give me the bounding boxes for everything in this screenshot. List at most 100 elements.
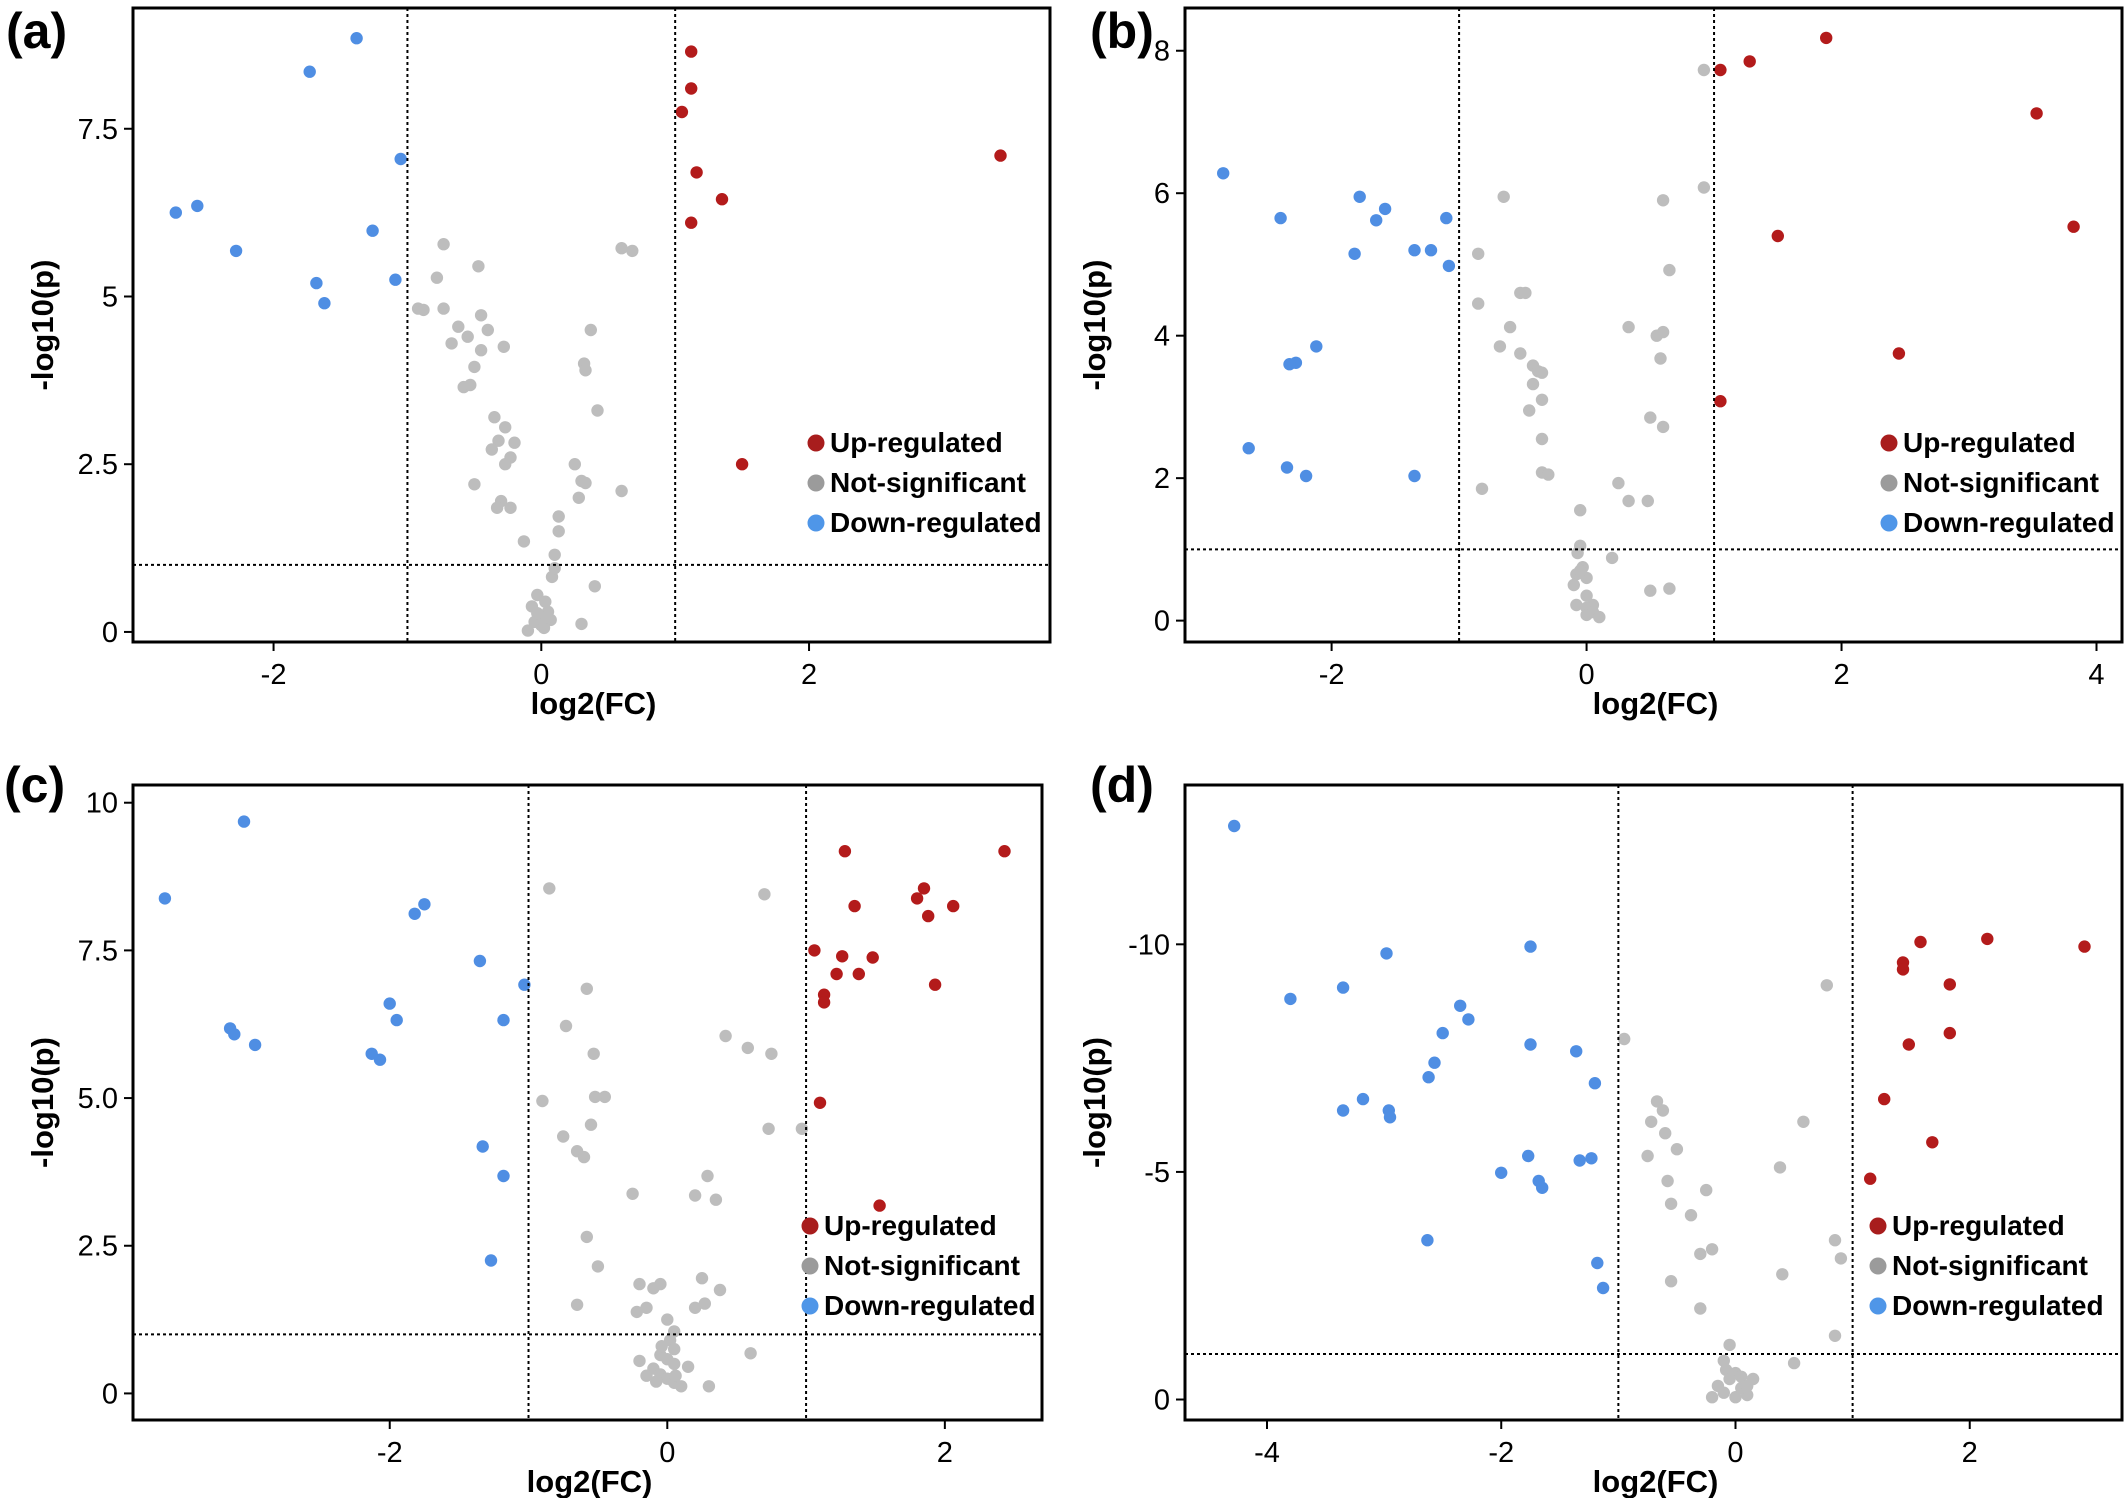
point-not-significant	[1828, 1234, 1842, 1247]
legend-swatch	[801, 1297, 819, 1315]
point-not-significant	[1567, 578, 1581, 592]
point-not-significant	[1656, 1104, 1670, 1117]
point-not-significant	[675, 1380, 688, 1393]
point-not-significant	[1472, 247, 1485, 260]
point-not-significant	[1656, 420, 1670, 434]
point-not-significant	[615, 484, 628, 498]
point-not-significant	[468, 360, 481, 374]
point-not-significant	[557, 1130, 570, 1143]
x-axis: -2 0 2	[377, 1420, 953, 1469]
point-down-regulated	[497, 1013, 510, 1027]
legend-swatch	[801, 1217, 819, 1235]
point-up-regulated	[675, 105, 689, 119]
point-not-significant	[577, 1150, 591, 1164]
point-not-significant	[1503, 320, 1517, 334]
point-up-regulated	[848, 899, 861, 913]
x-tick-label: 4	[2088, 659, 2104, 691]
point-not-significant	[521, 624, 535, 637]
point-not-significant	[626, 1187, 639, 1201]
point-down-regulated	[1536, 1181, 1549, 1195]
point-up-regulated	[2067, 220, 2080, 233]
point-not-significant	[1664, 1275, 1678, 1288]
y-tick-label: 10	[86, 788, 118, 820]
legend-label: Not-significant	[1903, 467, 2099, 498]
y-tick-label: 0	[1154, 1385, 1170, 1417]
point-up-regulated	[690, 166, 703, 179]
point-not-significant	[568, 458, 581, 471]
data-points	[169, 32, 1007, 637]
point-up-regulated	[685, 216, 698, 229]
point-up-regulated	[1714, 395, 1727, 408]
point-down-regulated	[1428, 1056, 1441, 1069]
y-axis: 0 2.5 5 7.5	[78, 114, 133, 649]
point-down-regulated	[1310, 340, 1323, 353]
point-not-significant	[719, 1029, 732, 1043]
legend-label: Up-regulated	[1892, 1210, 2065, 1241]
x-axis: -2 0 2 4	[1319, 642, 2105, 691]
point-not-significant	[661, 1313, 674, 1326]
y-axis-title: -log10(p)	[25, 260, 60, 391]
threshold-lines	[1185, 785, 2122, 1420]
point-up-regulated	[1878, 1092, 1891, 1106]
point-down-regulated	[1299, 469, 1313, 483]
point-not-significant	[1523, 404, 1536, 417]
legend-swatch	[801, 1257, 819, 1275]
point-not-significant	[633, 1277, 646, 1291]
point-down-regulated	[394, 152, 407, 166]
point-not-significant	[1694, 1302, 1707, 1315]
point-not-significant	[579, 476, 592, 490]
point-not-significant	[1645, 1115, 1658, 1129]
point-not-significant	[539, 595, 552, 608]
legend-swatch	[1869, 1297, 1887, 1315]
point-up-regulated	[836, 950, 849, 963]
legend-label: Up-regulated	[1903, 427, 2076, 458]
point-down-regulated	[1370, 214, 1383, 227]
point-not-significant	[536, 1094, 549, 1108]
point-not-significant	[1644, 411, 1657, 424]
point-not-significant	[437, 302, 450, 315]
point-up-regulated	[715, 193, 729, 206]
legend-swatch	[1880, 474, 1898, 492]
point-down-regulated	[1462, 1013, 1475, 1026]
point-not-significant	[1605, 551, 1619, 565]
point-not-significant	[1535, 366, 1549, 379]
legend-swatch	[1880, 514, 1898, 532]
point-down-regulated	[1408, 244, 1421, 257]
point-not-significant	[1497, 190, 1510, 203]
point-up-regulated	[1820, 31, 1833, 45]
point-not-significant	[474, 344, 488, 357]
legend-label: Down-regulated	[824, 1290, 1036, 1321]
point-not-significant	[1773, 1161, 1787, 1174]
y-tick-label: 5	[102, 281, 118, 313]
y-tick-label: 0	[102, 1378, 118, 1410]
x-tick-label: 2	[1833, 659, 1849, 691]
point-not-significant	[640, 1369, 653, 1382]
point-down-regulated	[1284, 992, 1297, 1006]
panel-label: (d)	[1090, 757, 1154, 813]
legend-swatch	[1880, 434, 1898, 452]
point-not-significant	[1664, 1197, 1678, 1211]
legend-swatch	[807, 474, 825, 492]
point-down-regulated	[1591, 1256, 1604, 1270]
point-not-significant	[1574, 564, 1587, 577]
point-down-regulated	[158, 892, 172, 905]
point-not-significant	[762, 1122, 775, 1136]
point-down-regulated	[1495, 1166, 1508, 1180]
point-down-regulated	[366, 224, 379, 237]
point-not-significant	[1723, 1372, 1736, 1386]
point-down-regulated	[390, 1013, 403, 1027]
point-down-regulated	[1217, 167, 1230, 180]
point-not-significant	[1797, 1115, 1810, 1129]
y-tick-label: 4	[1154, 321, 1170, 353]
point-not-significant	[488, 411, 501, 424]
point-down-regulated	[1283, 358, 1296, 371]
point-not-significant	[461, 330, 474, 343]
point-down-regulated	[518, 978, 531, 991]
point-down-regulated	[1280, 461, 1294, 474]
point-not-significant	[758, 888, 771, 901]
point-not-significant	[1717, 1386, 1731, 1399]
point-not-significant	[437, 238, 450, 251]
legend-label: Up-regulated	[830, 427, 1003, 458]
y-axis: 0 2 4 6 8	[1154, 36, 1185, 638]
